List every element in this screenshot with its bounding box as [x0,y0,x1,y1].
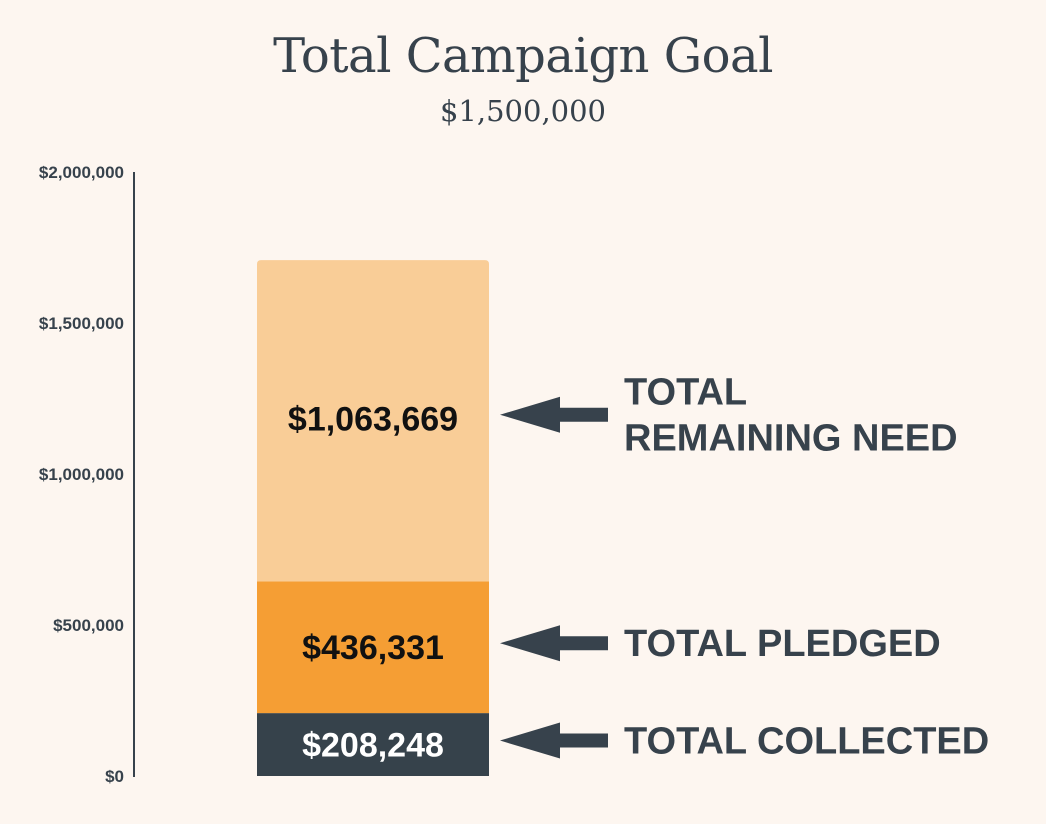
y-tick-label: $0 [105,767,124,786]
arrow-left-icon [500,396,608,433]
bar-segments: $208,248 $436,331 $1,063,669 [257,260,489,776]
chart-subtitle: $1,500,000 [439,94,607,128]
bar-value-label-pledged: $436,331 [302,629,444,667]
callout-pledged: TOTAL PLEDGED [624,623,941,665]
y-tick-label: $2,000,000 [39,163,124,182]
bar-segment-collected [257,713,489,776]
bar-value-label-collected: $208,248 [302,727,444,765]
callout-remaining: REMAINING NEED [624,418,958,460]
arrow-left-icon [500,625,608,662]
arrow-left-icon [500,722,608,759]
bar-value-label-remaining: $1,063,669 [288,401,458,439]
y-axis-ticks: $0 $500,000 $1,000,000 $1,500,000 $2,000,000 [39,163,124,786]
callout-remaining: TOTAL [624,372,747,414]
y-tick-label: $1,000,000 [39,465,124,484]
y-tick-label: $500,000 [53,616,124,635]
callouts: TOTAL COLLECTED TOTAL PLEDGED TOTALREMAINI… [500,372,989,763]
y-tick-label: $1,500,000 [39,314,124,333]
callout-collected: TOTAL COLLECTED [624,721,989,763]
chart-title: Total Campaign Goal [273,28,773,84]
bar-segment-remaining [257,260,489,582]
bar-segment-pledged [257,581,489,714]
